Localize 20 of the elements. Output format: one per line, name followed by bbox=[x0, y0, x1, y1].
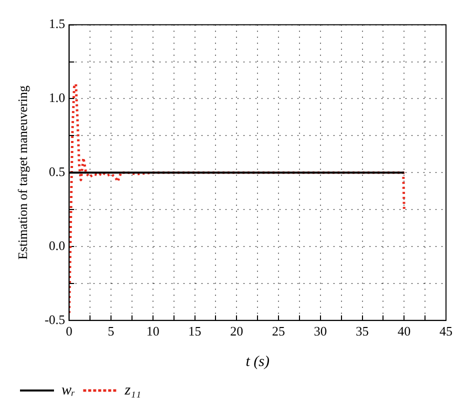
x-tick-label: 40 bbox=[398, 324, 411, 339]
x-tick-label: 45 bbox=[440, 324, 452, 339]
x-tick-label: 25 bbox=[272, 324, 286, 339]
x-axis-title: t (s) bbox=[246, 354, 270, 370]
x-tick-label: 35 bbox=[356, 324, 369, 339]
x-tick-label: 20 bbox=[230, 324, 244, 339]
y-axis-title: Estimation of target maneuvering bbox=[15, 85, 30, 260]
y-tick-label: 1.0 bbox=[48, 90, 66, 106]
x-tick-label: 5 bbox=[108, 324, 114, 339]
y-tick-label: 1.5 bbox=[48, 16, 66, 32]
line-series bbox=[69, 82, 406, 314]
x-tick-label: 15 bbox=[188, 324, 202, 339]
legend-label: wᵣ bbox=[62, 382, 76, 398]
y-tick-label: 0.0 bbox=[48, 238, 66, 253]
y-tick-label: 0.5 bbox=[48, 164, 66, 180]
x-tick-label: 0 bbox=[66, 324, 72, 339]
legend-label: z₁₁ bbox=[124, 382, 141, 398]
x-tick-label: 30 bbox=[314, 324, 327, 339]
x-tick-label: 10 bbox=[146, 324, 160, 339]
y-tick-label: -0.5 bbox=[44, 312, 66, 327]
